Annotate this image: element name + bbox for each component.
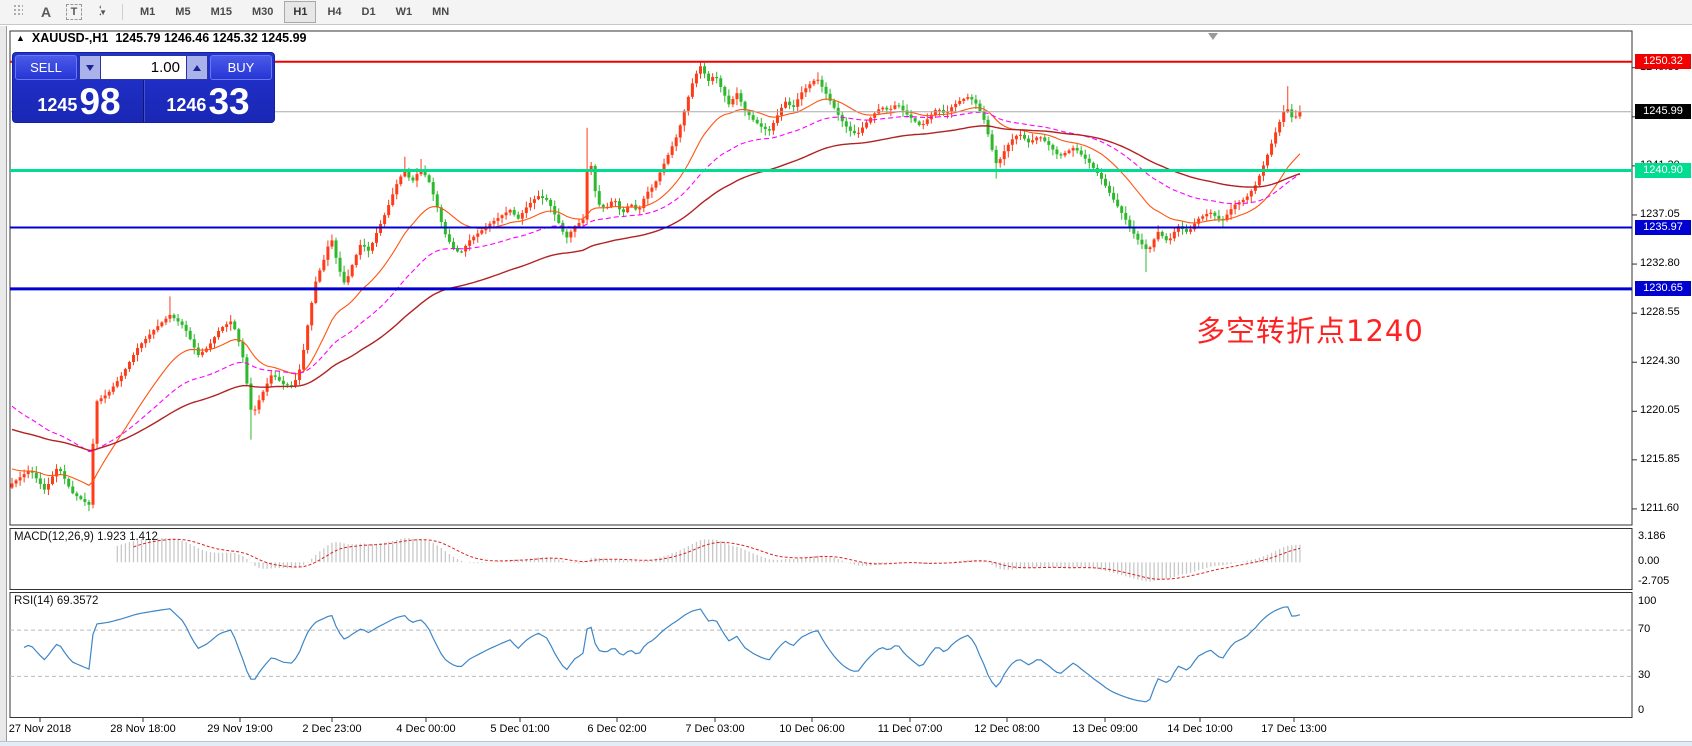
timeframe-w1[interactable]: W1 [387,1,422,23]
macd-scale-label: -2.705 [1638,575,1670,587]
price-axis-tick-label: 1211.60 [1640,501,1679,514]
time-axis-label: 6 Dec 02:00 [587,723,647,735]
candles-layer [10,61,1302,512]
price-badge: 1235.97 [1635,219,1691,235]
buy-price-display[interactable]: 1246 33 [144,80,272,122]
chart-text-annotation: 多空转折点1240 [1196,314,1424,348]
time-axis-label: 5 Dec 01:00 [490,723,550,735]
rsi-plot-frame [9,592,1633,718]
window-left-edge [0,26,7,746]
drawing-tools-group: F AT ▼ [0,2,114,22]
timeframe-buttons-group: M1 M5 M15 M30 H1 H4 D1 W1 MN [131,1,458,23]
text-label-icon: T [65,4,83,20]
volume-increase-button[interactable] [186,55,208,80]
macd-plot-frame [9,528,1633,590]
price-badge: 1250.32 [1635,54,1691,70]
toolbar-separator [122,4,123,20]
rsi-line [23,606,1301,703]
price-axis-tick-label: 1220.05 [1640,404,1680,417]
fibonacci-tool[interactable]: F [6,2,30,22]
moving-average-line [11,111,1301,453]
volume-stepper [79,55,208,80]
chart-header: ▲ XAUUSD-,H1 1245.79 1246.46 1245.32 124… [16,31,306,45]
price-axis-tick-label: 1215.85 [1640,452,1680,465]
time-axis-label: 4 Dec 00:00 [396,723,456,735]
chevron-down-icon [86,64,94,71]
price-axis-tick-label: 1237.05 [1640,207,1680,220]
time-axis-label: 13 Dec 09:00 [1072,723,1138,735]
time-axis-label: 11 Dec 07:00 [877,723,943,735]
collapse-arrow-icon[interactable]: ▲ [16,33,25,43]
timeframe-m5[interactable]: M5 [166,1,199,23]
macd-histogram [116,538,1301,582]
timeframe-m30[interactable]: M30 [243,1,282,23]
time-axis-label: 7 Dec 03:00 [685,723,745,735]
chevron-down-icon: ▼ [99,7,107,17]
time-axis-label: 14 Dec 10:00 [1167,723,1233,735]
one-click-trading-panel: SELL BUY 1245 98 1246 33 [12,52,275,123]
volume-decrease-button[interactable] [79,55,101,80]
current-price-badge: 1245.99 [1635,104,1691,120]
chart-shift-marker [1208,33,1218,40]
buy-button[interactable]: BUY [210,55,272,80]
time-axis-label: 17 Dec 13:00 [1261,723,1327,735]
time-axis-label: 28 Nov 18:00 [110,723,176,735]
text-label-tool[interactable]: T [62,2,86,22]
macd-scale-label: 0.00 [1638,555,1660,567]
rsi-scale-label: 100 [1638,595,1657,607]
price-axis-tick-label: 1232.80 [1640,257,1680,270]
text-tool[interactable]: A [34,2,58,22]
arrows-tool[interactable]: ▼ [90,2,114,22]
arrows-icon [99,5,102,16]
sell-price-main: 1245 [37,95,78,115]
buy-price-pips: 33 [208,81,250,122]
time-axis-label: 27 Nov 2018 [8,723,72,735]
moving-average-line [11,125,1301,452]
volume-input[interactable] [101,55,186,80]
rsi-scale-label: 30 [1638,669,1651,681]
timeframe-m15[interactable]: M15 [202,1,241,23]
time-axis-label: 10 Dec 06:00 [779,723,845,735]
time-axis-label: 29 Nov 19:00 [207,723,273,735]
letter-a-icon: A [40,4,52,20]
time-axis-label: 12 Dec 08:00 [974,723,1040,735]
rsi-scale-label: 70 [1638,623,1651,635]
macd-scale-label: 3.186 [1638,530,1666,542]
sell-price-display[interactable]: 1245 98 [15,80,143,122]
price-axis-tick-label: 1224.30 [1640,355,1680,368]
timeframe-h4[interactable]: H4 [318,1,350,23]
price-badge: 1240.90 [1635,163,1691,178]
timeframe-d1[interactable]: D1 [353,1,385,23]
sell-price-pips: 98 [79,81,121,122]
ohlc-values: 1245.79 1246.46 1245.32 1245.99 [115,31,307,45]
timeframe-h1[interactable]: H1 [284,1,317,23]
timeframe-mn[interactable]: MN [423,1,458,23]
price-axis-tick-label: 1228.55 [1640,306,1680,319]
time-axis-label: 2 Dec 23:00 [302,723,362,735]
timeframe-m1[interactable]: M1 [131,1,164,23]
rsi-label: RSI(14) 69.3572 [14,595,99,607]
symbol-label: XAUUSD-,H1 [31,31,109,45]
rsi-scale-label: 0 [1638,704,1645,716]
chevron-up-icon [193,64,201,71]
macd-signal-line [133,538,1301,580]
sell-button[interactable]: SELL [15,55,77,80]
fibonacci-icon: F [14,5,23,15]
price-badge: 1230.65 [1635,281,1691,297]
moving-average-line [11,98,1301,486]
macd-label: MACD(12,26,9) 1.923 1.412 [14,531,158,543]
window-bottom-edge [0,741,1692,746]
buy-price-main: 1246 [166,95,207,115]
